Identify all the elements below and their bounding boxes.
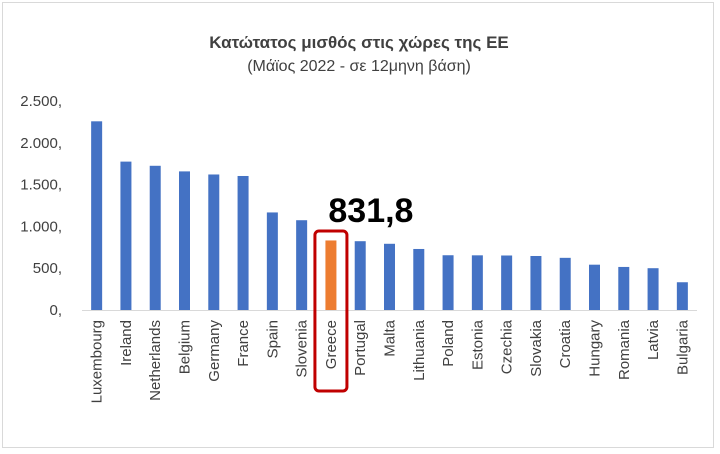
bar-romania: [618, 266, 630, 310]
bar-malta: [384, 243, 395, 310]
bar-luxembourg: [91, 121, 103, 311]
bar-estonia: [471, 255, 483, 310]
bar-spain: [266, 212, 278, 310]
x-axis-labels: Luxembourg Ireland Netherlands Belgium Germa…: [89, 319, 692, 403]
chart-title: Κατώτατος μισθός στις χώρες της ΕΕ: [209, 33, 509, 52]
y-tick-label: 0,: [49, 302, 62, 319]
bar-bulgaria: [676, 282, 688, 310]
bar-lithuania: [413, 248, 425, 310]
bar-ireland: [120, 161, 132, 310]
x-tick-label: Netherlands: [147, 320, 164, 401]
bar-germany: [208, 174, 220, 310]
bar-portugal: [354, 241, 366, 310]
x-tick-label: Hungary: [587, 320, 604, 377]
x-tick-label: Poland: [440, 320, 457, 367]
x-tick-label: Romania: [616, 319, 633, 380]
bar-czechia: [501, 255, 513, 310]
y-tick-label: 2.000,: [20, 135, 62, 152]
bar-greece: [325, 240, 337, 310]
y-tick-label: 2.500,: [20, 93, 62, 110]
x-tick-label: Lithuania: [411, 319, 428, 381]
x-tick-label: Slovakia: [528, 319, 545, 376]
bar-france: [237, 175, 249, 310]
x-tick-label: Slovenia: [294, 319, 311, 377]
x-tick-label: Spain: [264, 320, 281, 358]
bar-poland: [442, 255, 454, 310]
highlight-box: [313, 229, 349, 393]
x-tick-label: Bulgaria: [674, 319, 691, 375]
chart-subtitle: (Μάϊος 2022 - σε 12μηνη βάση): [247, 58, 471, 75]
highlight-value-label: 831,8: [328, 192, 413, 230]
x-tick-label: Luxembourg: [89, 320, 106, 403]
y-axis: 0, 500, 1.000, 1.500, 2.000, 2.500,: [20, 93, 62, 319]
x-tick-label: Latvia: [645, 319, 662, 360]
x-tick-label: Belgium: [177, 320, 194, 374]
x-tick-label: France: [235, 320, 252, 367]
x-tick-label: Ireland: [118, 320, 135, 366]
y-tick-label: 500,: [33, 260, 62, 277]
x-tick-label: Germany: [206, 320, 223, 382]
bar-belgium: [179, 171, 190, 310]
y-tick-label: 1.500,: [20, 177, 62, 194]
bar-slovakia: [530, 255, 542, 310]
x-tick-label: Czechia: [499, 319, 516, 374]
bars: [91, 121, 688, 311]
y-tick-label: 1.000,: [20, 218, 62, 235]
bar-hungary: [589, 264, 600, 310]
x-tick-label: Portugal: [352, 320, 369, 376]
bar-netherlands: [149, 165, 161, 310]
x-tick-label: Greece: [323, 320, 340, 369]
x-tick-label: Estonia: [469, 319, 486, 370]
bar-croatia: [559, 257, 571, 310]
bar-latvia: [647, 268, 659, 310]
bar-slovenia: [296, 220, 308, 310]
x-tick-label: Malta: [382, 319, 399, 356]
x-tick-label: Croatia: [557, 319, 574, 368]
